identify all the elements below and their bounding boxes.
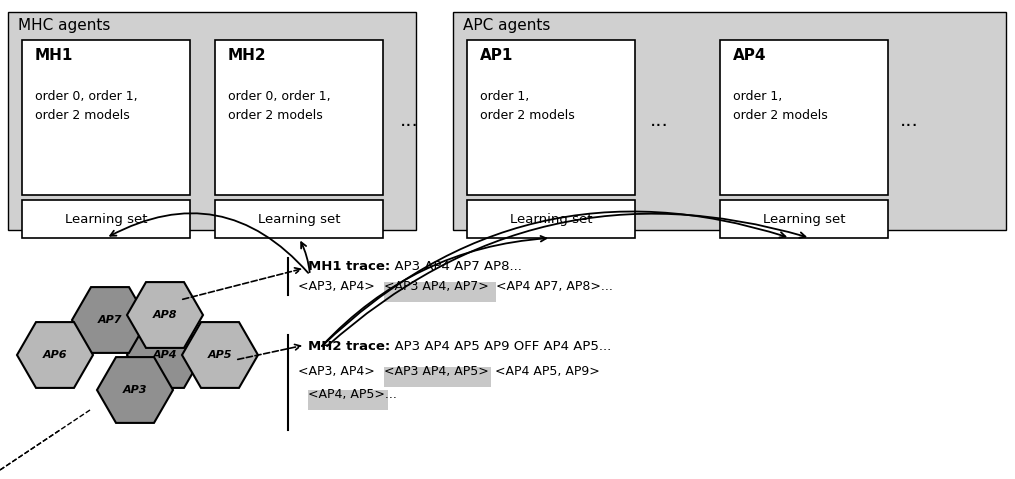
Bar bbox=[467, 40, 635, 195]
Text: order 0, order 1,
order 2 models: order 0, order 1, order 2 models bbox=[35, 90, 138, 122]
Text: Learning set: Learning set bbox=[258, 213, 340, 226]
Bar bbox=[384, 367, 491, 387]
Polygon shape bbox=[127, 322, 203, 388]
Text: AP8: AP8 bbox=[152, 310, 178, 320]
Text: Learning set: Learning set bbox=[762, 213, 845, 226]
Text: <AP3 AP4, AP7>: <AP3 AP4, AP7> bbox=[384, 280, 489, 293]
Text: ...: ... bbox=[400, 111, 419, 129]
Text: AP4: AP4 bbox=[733, 48, 766, 63]
Text: AP3: AP3 bbox=[123, 385, 147, 395]
Text: <AP4 AP5, AP9>: <AP4 AP5, AP9> bbox=[491, 365, 600, 378]
Text: AP1: AP1 bbox=[480, 48, 514, 63]
Text: AP3 AP4 AP5 AP9 OFF AP4 AP5...: AP3 AP4 AP5 AP9 OFF AP4 AP5... bbox=[386, 340, 611, 353]
Polygon shape bbox=[97, 357, 173, 423]
Text: <AP3 AP4, AP5>: <AP3 AP4, AP5> bbox=[384, 365, 489, 378]
Bar bbox=[22, 200, 190, 238]
Bar bbox=[384, 282, 496, 302]
Text: MH1 trace:: MH1 trace: bbox=[308, 260, 390, 273]
Text: Learning set: Learning set bbox=[510, 213, 592, 226]
Text: AP5: AP5 bbox=[208, 350, 232, 360]
Bar bbox=[453, 12, 1006, 230]
Bar bbox=[215, 40, 383, 195]
Bar bbox=[720, 40, 888, 195]
Polygon shape bbox=[182, 322, 258, 388]
Text: AP6: AP6 bbox=[43, 350, 67, 360]
Bar bbox=[467, 200, 635, 238]
Bar bbox=[308, 390, 388, 410]
Text: MH2: MH2 bbox=[228, 48, 267, 63]
Text: MH1: MH1 bbox=[35, 48, 73, 63]
Polygon shape bbox=[17, 322, 93, 388]
Bar bbox=[215, 200, 383, 238]
Bar bbox=[720, 200, 888, 238]
Text: AP7: AP7 bbox=[97, 315, 122, 325]
Text: MH2 trace:: MH2 trace: bbox=[308, 340, 390, 353]
Text: <AP3, AP4>: <AP3, AP4> bbox=[298, 280, 379, 293]
Text: Learning set: Learning set bbox=[65, 213, 147, 226]
Text: <AP3, AP4>: <AP3, AP4> bbox=[298, 365, 379, 378]
Polygon shape bbox=[72, 287, 148, 353]
Text: AP3 AP4 AP7 AP8...: AP3 AP4 AP7 AP8... bbox=[386, 260, 522, 273]
Text: ...: ... bbox=[900, 111, 919, 129]
Bar bbox=[22, 40, 190, 195]
Text: ...: ... bbox=[650, 111, 669, 129]
Text: AP4: AP4 bbox=[152, 350, 178, 360]
Text: <AP4 AP7, AP8>...: <AP4 AP7, AP8>... bbox=[496, 280, 613, 293]
Polygon shape bbox=[127, 282, 203, 348]
Text: APC agents: APC agents bbox=[463, 18, 550, 33]
Text: order 0, order 1,
order 2 models: order 0, order 1, order 2 models bbox=[228, 90, 331, 122]
Text: <AP4, AP5>...: <AP4, AP5>... bbox=[308, 388, 397, 401]
Text: MHC agents: MHC agents bbox=[18, 18, 111, 33]
Text: order 1,
order 2 models: order 1, order 2 models bbox=[733, 90, 828, 122]
Bar bbox=[8, 12, 416, 230]
Text: order 1,
order 2 models: order 1, order 2 models bbox=[480, 90, 574, 122]
